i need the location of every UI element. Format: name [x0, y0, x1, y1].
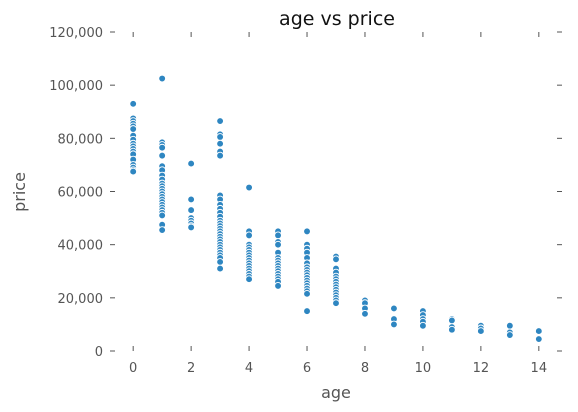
data-point — [245, 275, 253, 284]
data-point — [158, 143, 167, 152]
y-tick-label: 80,000 — [58, 132, 104, 147]
data-point — [216, 139, 224, 148]
data-point — [303, 307, 311, 315]
y-tick-label: 40,000 — [58, 239, 104, 254]
data-point — [216, 151, 224, 160]
data-point — [187, 223, 195, 232]
x-tick-label: 12 — [473, 361, 490, 376]
y-tick-label: 0 — [95, 345, 103, 360]
data-point — [245, 183, 253, 192]
x-tick-label: 4 — [245, 361, 253, 376]
data-point — [505, 331, 514, 339]
data-point — [158, 226, 167, 234]
data-point — [419, 321, 427, 330]
data-point — [187, 195, 195, 204]
data-point — [448, 316, 456, 325]
data-point — [332, 299, 340, 308]
data-point — [129, 167, 138, 176]
data-point — [187, 206, 195, 214]
y-axis-title: price — [10, 172, 29, 212]
data-point — [303, 289, 311, 298]
data-point — [534, 327, 543, 335]
x-tick-label: 2 — [187, 361, 195, 376]
data-point — [505, 321, 514, 330]
data-point — [390, 304, 398, 313]
data-point — [390, 320, 398, 329]
x-axis: 0 2 4 6 8 10 12 14 — [129, 32, 547, 376]
data-point — [158, 211, 167, 220]
chart-title: age vs price — [279, 8, 395, 30]
x-tick-label: 10 — [415, 361, 432, 376]
data-point — [245, 231, 253, 240]
data-point — [534, 335, 543, 343]
data-point — [303, 227, 311, 236]
x-axis-title: age — [321, 383, 351, 402]
x-tick-label: 0 — [129, 361, 137, 376]
data-point — [274, 240, 282, 249]
x-tick-label: 6 — [303, 361, 311, 376]
data-point — [274, 231, 282, 240]
data-point — [361, 309, 369, 318]
data-point — [216, 258, 224, 266]
data-point — [216, 264, 224, 273]
data-point — [129, 125, 138, 133]
data-point — [129, 99, 138, 108]
data-points — [129, 74, 543, 343]
y-tick-label: 20,000 — [58, 292, 104, 307]
data-point — [216, 133, 224, 141]
data-point — [187, 159, 195, 168]
y-axis: 0 20,000 40,000 60,000 80,000 100,000 120,000 — [49, 26, 562, 360]
data-point — [158, 74, 167, 83]
y-tick-label: 120,000 — [49, 26, 103, 41]
data-point — [216, 117, 224, 125]
x-tick-label: 8 — [361, 361, 369, 376]
data-point — [158, 151, 167, 160]
data-point — [332, 255, 340, 264]
data-point — [448, 325, 456, 334]
y-tick-label: 60,000 — [58, 186, 104, 201]
y-tick-label: 100,000 — [49, 79, 103, 94]
x-tick-label: 14 — [531, 361, 548, 376]
data-point — [274, 282, 282, 290]
data-point — [477, 327, 485, 335]
